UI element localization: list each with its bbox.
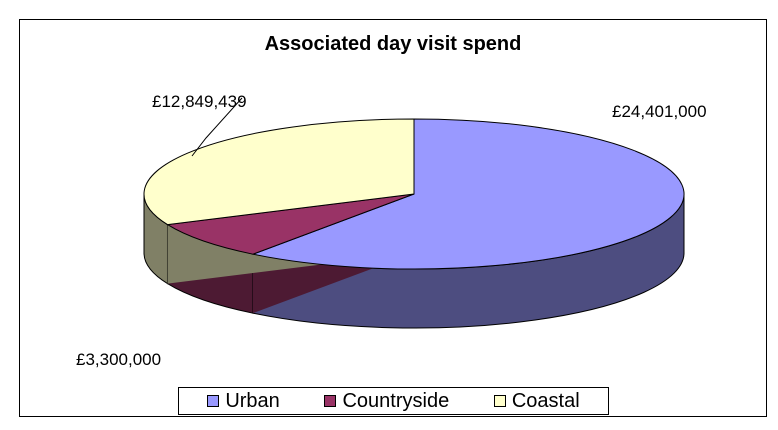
chart-title: Associated day visit spend <box>264 33 522 55</box>
chart-frame: Associated day visit spend £12,849,439 £… <box>19 19 767 417</box>
data-label-countryside: £3,300,000 <box>76 350 162 369</box>
pie-slice-coastal <box>143 118 415 226</box>
legend-item-coastal: Coastal <box>493 389 580 413</box>
pie-slice-countryside <box>166 193 415 255</box>
pie-chart <box>143 97 685 329</box>
legend-label-urban: Urban <box>225 389 280 412</box>
legend-swatch-countryside <box>324 395 337 407</box>
data-label-coastal: £12,849,439 <box>152 92 247 111</box>
legend-swatch-urban <box>207 395 220 407</box>
pie-slice-urban <box>251 118 685 270</box>
legend-label-coastal: Coastal <box>511 389 580 412</box>
legend: Urban Countryside Coastal <box>178 387 609 415</box>
legend-label-countryside: Countryside <box>342 389 450 412</box>
legend-item-urban: Urban <box>207 389 280 413</box>
data-label-urban: £24,401,000 <box>612 102 707 121</box>
legend-swatch-coastal <box>493 395 506 407</box>
leader-line-coastal <box>191 97 243 157</box>
legend-item-countryside: Countryside <box>324 390 449 413</box>
